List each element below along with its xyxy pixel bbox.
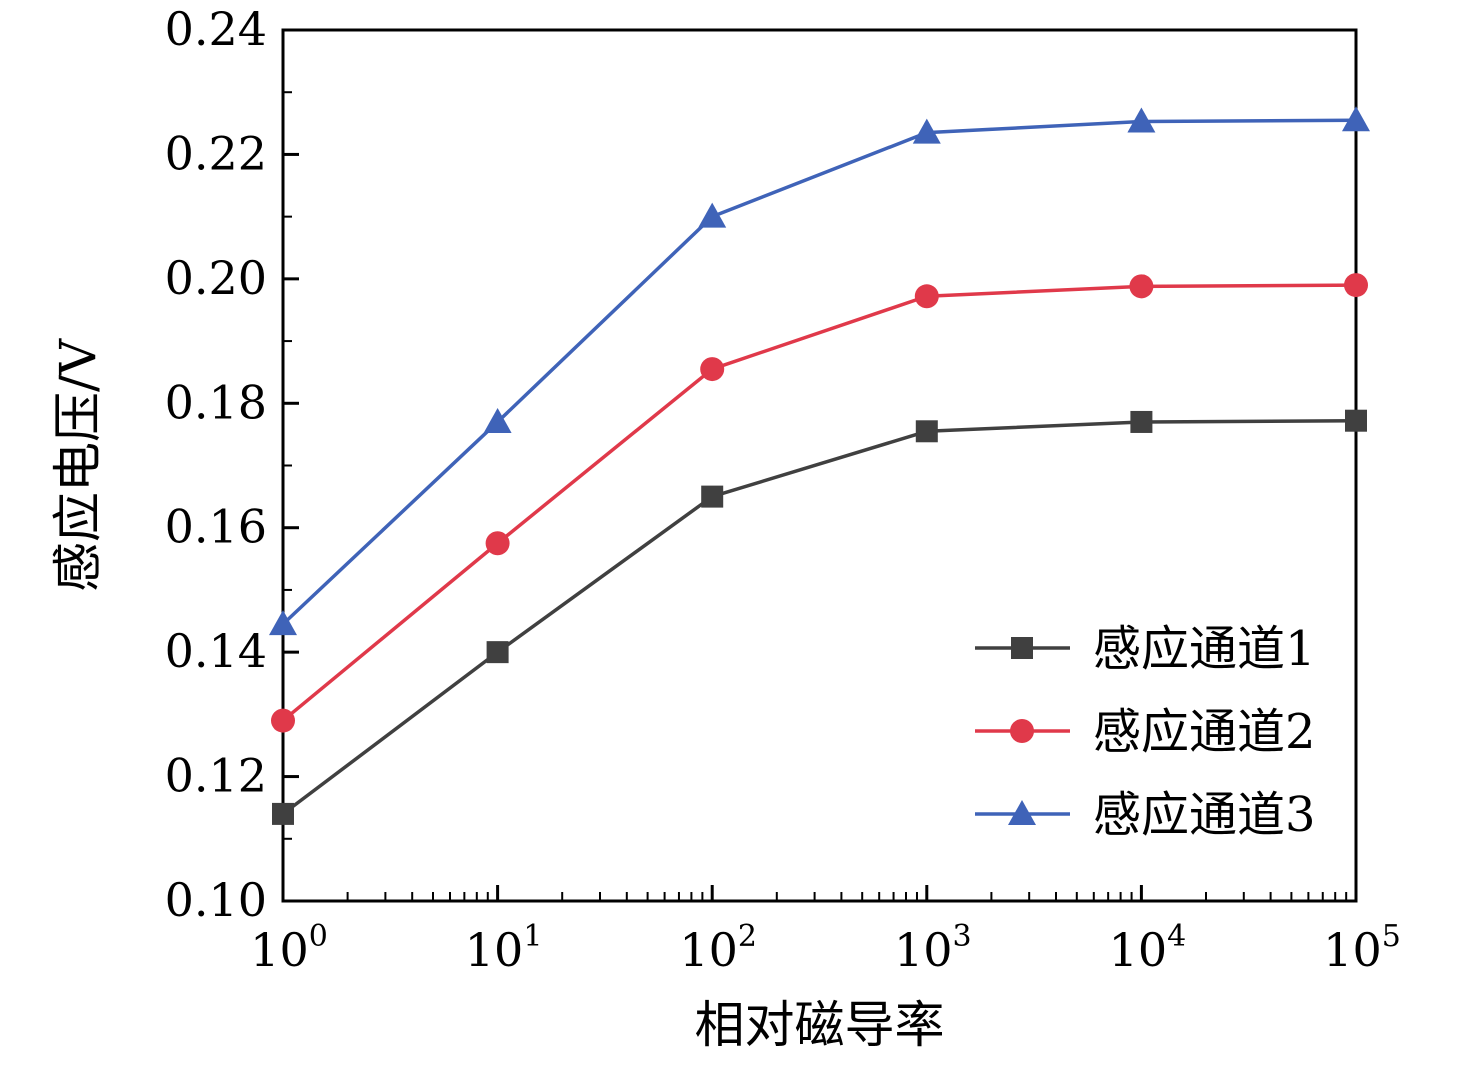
- series-line-2: [281, 283, 1358, 723]
- triangle-marker: [269, 610, 297, 636]
- circle-marker: [1129, 274, 1154, 299]
- y-tick-label: 0.12: [165, 749, 267, 803]
- circle-marker: [914, 284, 939, 309]
- series-line-3: [281, 118, 1358, 626]
- y-tick-label: 0.24: [165, 2, 267, 56]
- x-tick-label: 105: [1323, 919, 1401, 977]
- series-line-1: [281, 418, 1358, 816]
- circle-marker: [1010, 719, 1034, 743]
- square-marker: [272, 802, 294, 825]
- square-marker: [915, 420, 938, 443]
- triangle-marker: [1127, 107, 1156, 133]
- x-tick-label: 104: [1109, 919, 1187, 977]
- legend-label: 感应通道1: [1093, 621, 1316, 677]
- square-marker: [701, 485, 724, 508]
- x-tick-label: 103: [894, 919, 972, 977]
- circle-marker: [485, 531, 510, 556]
- square-marker: [1130, 410, 1153, 433]
- x-tick-label: 100: [250, 919, 328, 977]
- y-tick-label: 0.16: [165, 500, 267, 554]
- square-marker: [1011, 637, 1033, 659]
- triangle-marker: [1342, 106, 1370, 132]
- circle-marker: [700, 357, 725, 382]
- circle-marker: [271, 708, 295, 733]
- y-tick-label: 0.22: [165, 126, 267, 180]
- legend-label: 感应通道3: [1093, 787, 1316, 843]
- x-tick-label: 101: [465, 919, 543, 977]
- circle-marker: [1344, 273, 1368, 298]
- y-tick-label: 0.18: [165, 375, 267, 429]
- x-tick-label: 102: [679, 919, 757, 977]
- triangle-marker: [912, 118, 941, 144]
- triangle-marker: [698, 202, 727, 228]
- y-tick-label: 0.20: [165, 251, 267, 305]
- x-axis-title: 相对磁导率: [695, 996, 945, 1054]
- triangle-marker: [1008, 800, 1036, 825]
- square-marker: [486, 641, 509, 664]
- y-axis-title: 感应电压/V: [49, 338, 107, 592]
- y-tick-label: 0.10: [165, 873, 267, 927]
- y-tick-label: 0.14: [165, 624, 267, 678]
- triangle-marker: [483, 407, 512, 433]
- legend-label: 感应通道2: [1093, 704, 1316, 760]
- square-marker: [1345, 409, 1367, 432]
